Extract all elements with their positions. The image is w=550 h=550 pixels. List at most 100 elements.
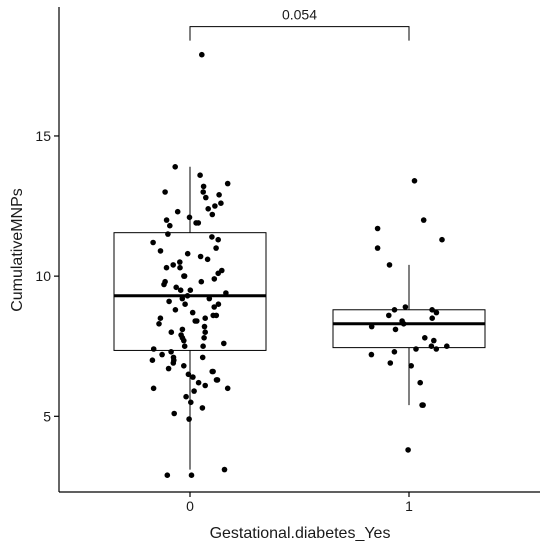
data-point (209, 211, 216, 218)
data-point (150, 346, 157, 352)
data-point (413, 346, 419, 352)
data-point (157, 315, 164, 322)
data-point (199, 51, 205, 58)
data-point (187, 287, 194, 294)
data-point (386, 312, 392, 319)
y-axis-title: CumulativeMNPs (9, 188, 26, 312)
data-point (149, 357, 156, 364)
data-point (209, 234, 215, 240)
y-tick-label: 15 (35, 128, 51, 144)
data-point (177, 259, 183, 265)
data-point (419, 402, 425, 408)
data-point (165, 365, 172, 372)
data-point (164, 472, 171, 479)
data-point (179, 295, 186, 302)
data-point (188, 399, 194, 406)
data-point (368, 351, 375, 358)
data-point (439, 236, 445, 243)
box-iqr (113, 232, 267, 351)
data-point (215, 236, 221, 243)
data-point (211, 304, 217, 310)
data-point (181, 343, 188, 350)
data-point (411, 178, 418, 184)
data-point (184, 293, 191, 299)
data-point (402, 304, 409, 310)
data-point (221, 340, 227, 347)
data-point (214, 377, 221, 383)
data-point (203, 194, 209, 201)
data-point (191, 388, 197, 394)
data-point (177, 264, 183, 271)
data-point (167, 222, 173, 229)
data-point (444, 343, 450, 350)
data-point (198, 278, 205, 285)
data-point (185, 371, 192, 378)
data-point (150, 239, 156, 246)
data-point (391, 307, 398, 313)
data-point (391, 349, 398, 355)
data-point (211, 276, 218, 282)
data-point (215, 270, 221, 277)
bracket-line (189, 26, 410, 41)
data-point (417, 379, 424, 386)
data-point (197, 253, 204, 260)
data-point (190, 374, 196, 380)
data-point (202, 329, 208, 336)
x-tick-label: 0 (186, 498, 194, 514)
data-point (433, 346, 440, 352)
data-point (420, 217, 427, 223)
data-point (157, 248, 164, 254)
data-point (433, 309, 440, 316)
data-point (201, 335, 207, 341)
data-point (200, 183, 207, 190)
data-point (163, 264, 170, 271)
data-point (201, 323, 208, 330)
data-point (181, 273, 188, 279)
data-point (223, 290, 229, 296)
data-point (210, 312, 216, 319)
data-point (182, 301, 188, 308)
data-point (170, 262, 176, 268)
x-tick-label: 1 (405, 498, 413, 514)
data-point (162, 189, 168, 195)
data-point (186, 416, 192, 422)
p-value-label: 0.054 (282, 7, 317, 23)
data-point (387, 360, 394, 366)
data-point (221, 466, 228, 473)
data-point (206, 295, 213, 302)
y-tick-label: 5 (43, 408, 51, 424)
data-point (184, 250, 191, 257)
data-point (173, 284, 179, 291)
box-group (113, 166, 267, 470)
data-point (368, 323, 375, 330)
box-iqr (332, 309, 486, 349)
ticks: 5 10 15 0 1 (35, 128, 413, 514)
data-point (172, 307, 179, 313)
data-point (168, 329, 175, 336)
data-point (202, 382, 208, 389)
significance-bracket: 0.054 (189, 7, 410, 41)
data-point (189, 309, 196, 316)
data-point (204, 256, 211, 263)
data-point (374, 225, 381, 232)
data-point (429, 307, 435, 313)
data-point (199, 405, 206, 411)
data-point (374, 245, 381, 251)
data-point (174, 208, 181, 215)
box-group (332, 264, 486, 406)
data-point (431, 337, 437, 344)
data-point (202, 315, 208, 322)
data-point (215, 301, 222, 308)
data-point (429, 315, 436, 322)
x-axis-title: Gestational.diabetes_Yes (210, 525, 391, 542)
data-point (165, 231, 171, 237)
data-point (195, 220, 202, 226)
data-point (205, 206, 211, 212)
data-point (224, 180, 231, 187)
data-point (386, 262, 393, 268)
data-point (179, 326, 186, 333)
axes (58, 7, 540, 493)
data-point (197, 172, 203, 178)
data-point (213, 245, 219, 251)
